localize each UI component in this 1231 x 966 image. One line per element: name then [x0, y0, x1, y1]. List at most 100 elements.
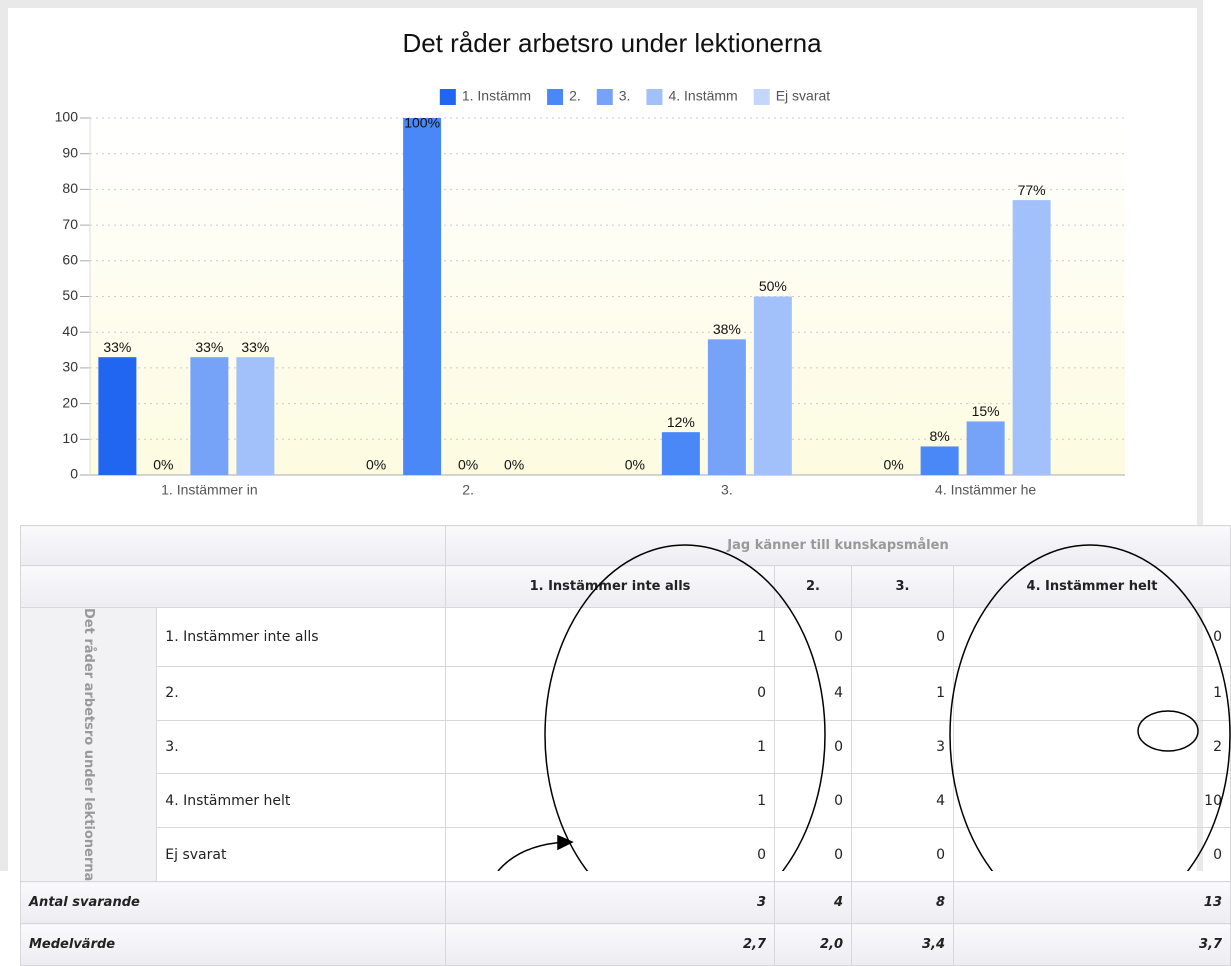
summary-cell: 8	[851, 881, 954, 925]
column-header: 4. Instämmer helt	[953, 565, 1231, 608]
bar	[1012, 200, 1051, 476]
x-tick-label: 4. Instämmer he	[935, 482, 1036, 498]
y-tick-label: 90	[62, 144, 78, 160]
cell: 1	[445, 773, 775, 829]
cell: 4	[851, 773, 954, 829]
summary-label: Antal svarande	[20, 881, 446, 925]
value-label: 0%	[366, 457, 386, 473]
y-tick-label: 50	[62, 287, 78, 303]
cell: 0	[445, 827, 775, 883]
cell: 4	[774, 665, 852, 721]
bar	[403, 118, 442, 475]
value-label: 33%	[103, 339, 131, 355]
summary-cell: 3	[445, 881, 775, 925]
cell: 10	[953, 773, 1231, 829]
legend-swatch	[547, 89, 564, 105]
y-tick-label: 20	[62, 394, 78, 410]
cell: 2	[953, 719, 1231, 775]
cell: 0	[774, 607, 852, 667]
legend-label: Ej svarat	[776, 88, 831, 104]
bar	[190, 357, 229, 475]
table-row: Det råder arbetsro under lektionerna 1. I…	[19, 606, 1231, 883]
row-group-header: Det råder arbetsro under lektionerna	[19, 606, 158, 883]
summary-cell: 2,7	[445, 923, 775, 966]
y-tick-label: 10	[62, 430, 78, 446]
summary-label: Medelvärde	[20, 923, 446, 966]
table-row: 2. 0 4 1 1	[21, 665, 1231, 721]
value-label: 0%	[504, 457, 524, 473]
legend-swatch	[596, 89, 613, 105]
cell: 3	[851, 719, 954, 775]
cell: 0	[953, 607, 1231, 667]
table-row: 1. Instämmer inte alls 2. 3. 4. Instämmer h…	[20, 565, 1231, 608]
cell: 1	[445, 607, 775, 667]
bar	[236, 357, 275, 475]
legend-swatch	[439, 89, 456, 105]
x-tick-label: 2.	[462, 482, 474, 498]
bar	[707, 339, 746, 475]
column-header: 1. Instämmer inte alls	[445, 565, 775, 608]
summary-cell: 3,4	[851, 923, 954, 966]
value-label: 50%	[759, 278, 787, 294]
x-tick-label: 3.	[721, 482, 733, 498]
table-row: 3. 1 0 3 2	[21, 719, 1231, 775]
cell: 0	[851, 827, 954, 883]
value-label: 33%	[241, 339, 269, 355]
value-label: 38%	[713, 321, 741, 337]
column-header: 2.	[774, 565, 852, 608]
bar	[753, 296, 792, 475]
cell: 0	[953, 827, 1231, 883]
bar	[920, 446, 959, 475]
row-label: 3.	[156, 719, 446, 775]
cell: 1	[851, 665, 954, 721]
summary-cell: 3,7	[953, 923, 1231, 966]
x-tick-label: 1. Instämmer in	[161, 482, 257, 498]
cell: 1	[953, 665, 1231, 721]
bar	[98, 357, 137, 475]
summary-cell: 4	[774, 881, 852, 925]
row-label: 1. Instämmer inte alls	[156, 607, 446, 667]
value-label: 15%	[972, 403, 1000, 419]
value-label: 12%	[667, 414, 695, 430]
chart-title: Det råder arbetsro under lektionerna	[402, 28, 822, 58]
value-label: 100%	[404, 115, 440, 131]
summary-cell: 2,0	[774, 923, 852, 966]
group-header: Jag känner till kunskapsmålen	[445, 525, 1231, 566]
value-label: 0%	[884, 457, 904, 473]
legend-swatch	[646, 89, 663, 105]
table-row: Ej svarat 0 0 0 0	[21, 827, 1231, 883]
value-label: 8%	[930, 428, 950, 444]
cell: 0	[774, 827, 852, 883]
column-header: 3.	[851, 565, 954, 608]
cell: 1	[445, 719, 775, 775]
row-label: 4. Instämmer helt	[156, 773, 446, 829]
y-tick-label: 60	[62, 252, 78, 268]
legend-label: 2.	[569, 88, 581, 104]
table-row: Medelvärde 2,7 2,0 3,4 3,7	[20, 923, 1231, 966]
y-tick-label: 0	[70, 466, 78, 482]
legend-label: 4. Instämm	[668, 88, 737, 104]
legend-label: 1. Instämm	[462, 88, 531, 104]
legend-swatch	[753, 89, 770, 105]
cell: 0	[774, 719, 852, 775]
cell: 0	[445, 665, 775, 721]
y-tick-label: 100	[55, 109, 79, 125]
y-tick-label: 80	[62, 180, 78, 196]
value-label: 0%	[458, 457, 478, 473]
bar	[966, 421, 1005, 475]
value-label: 33%	[195, 339, 223, 355]
value-label: 77%	[1018, 182, 1046, 198]
value-label: 0%	[625, 457, 645, 473]
cell: 0	[774, 773, 852, 829]
summary-cell: 13	[953, 881, 1231, 925]
legend-label: 3.	[619, 88, 631, 104]
row-label: Ej svarat	[156, 827, 446, 883]
table-row: Jag känner till kunskapsmålen	[20, 525, 1231, 566]
cell: 0	[851, 607, 954, 667]
y-tick-label: 70	[62, 216, 78, 232]
value-label: 0%	[153, 457, 173, 473]
table-row: 4. Instämmer helt 1 0 4 10	[21, 773, 1231, 829]
y-tick-label: 30	[62, 359, 78, 375]
y-tick-label: 40	[62, 323, 78, 339]
